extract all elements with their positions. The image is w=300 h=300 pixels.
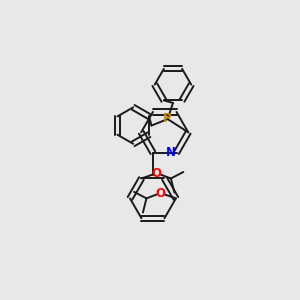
Text: N: N — [166, 146, 176, 159]
Text: O: O — [156, 187, 166, 200]
Text: O: O — [152, 167, 162, 180]
Text: P: P — [164, 112, 172, 125]
